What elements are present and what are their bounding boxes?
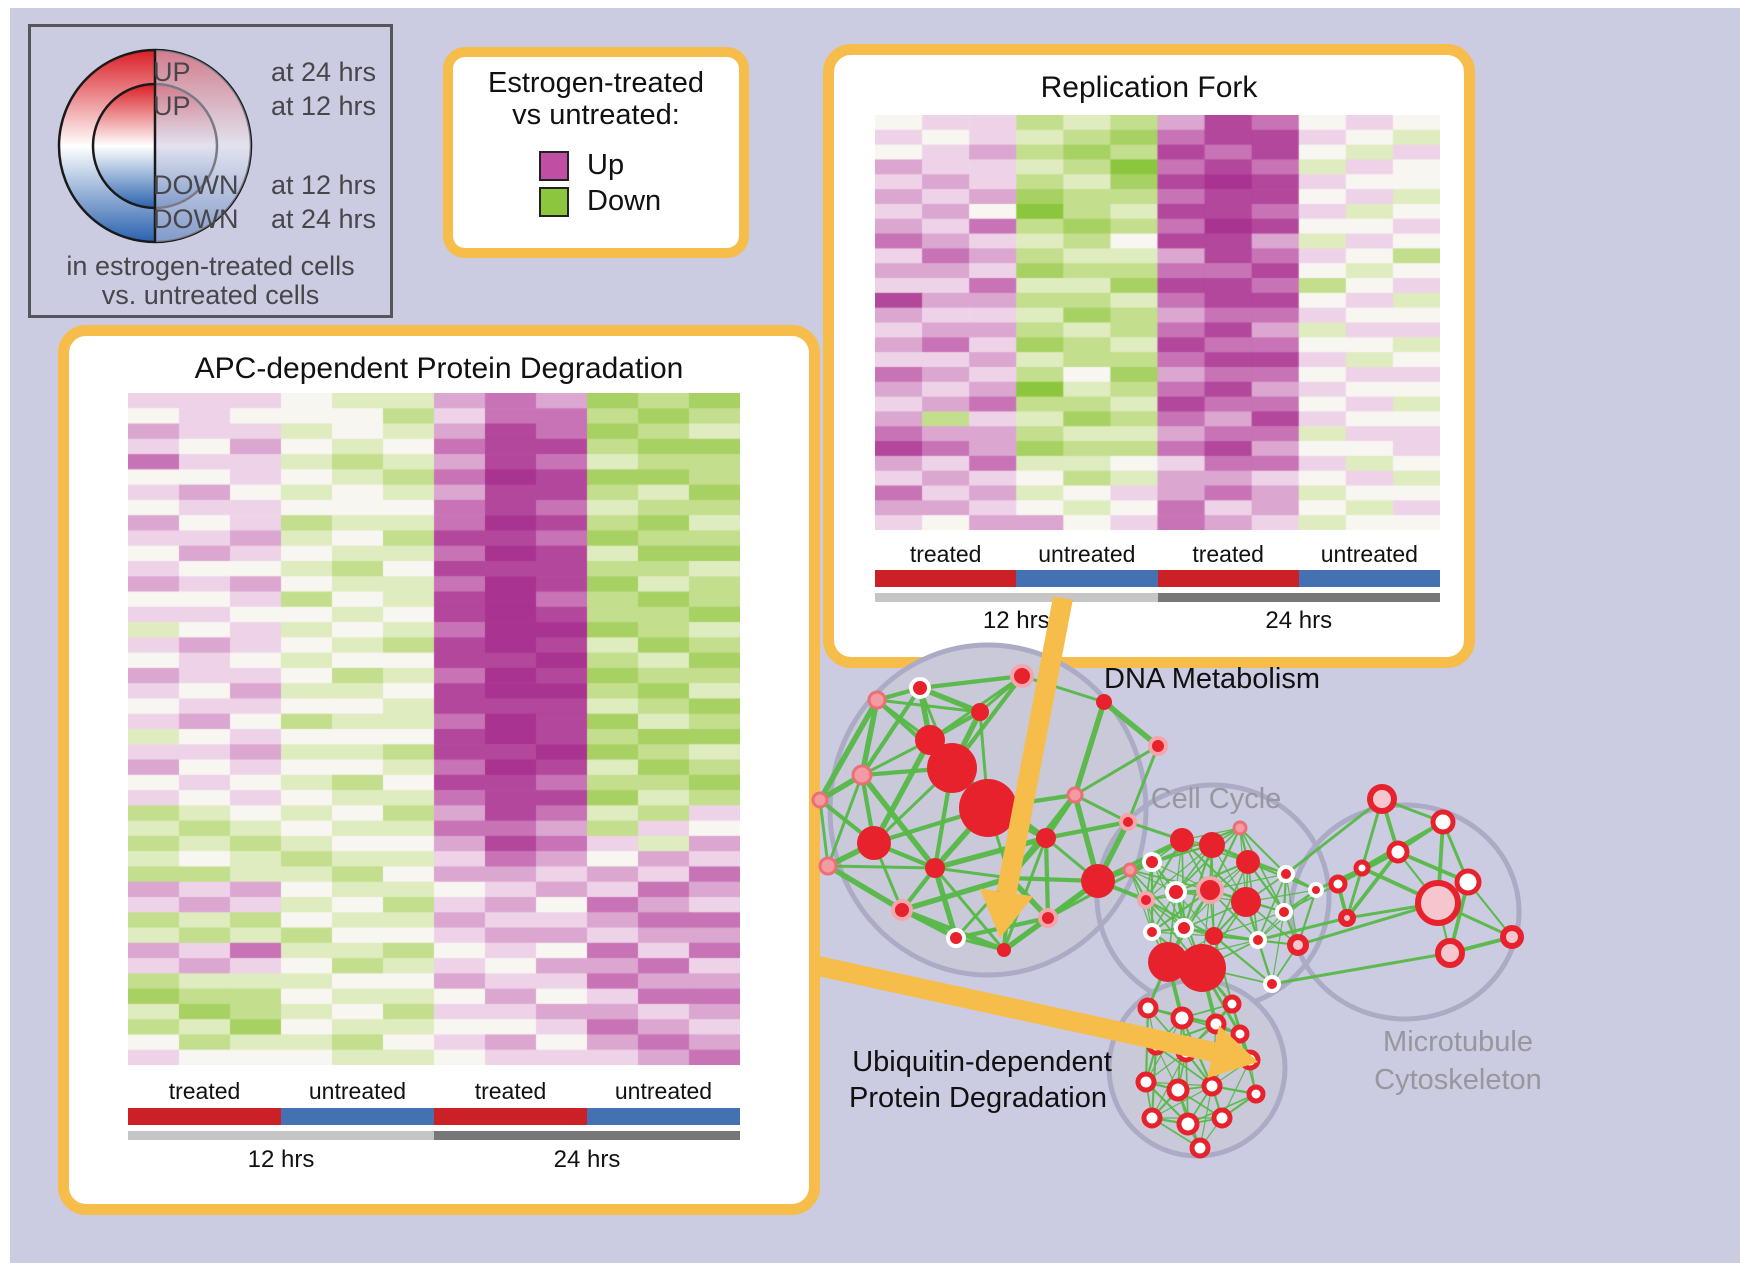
group-label: untreated (308, 1078, 407, 1104)
apc-box: APC-dependent Protein Degradation treate… (58, 325, 820, 1215)
updown-caption-line1: in estrogen-treated cells (66, 251, 355, 281)
updown-row-time: at 24 hrs (270, 204, 376, 234)
updown-row-dir: UP (153, 91, 191, 121)
group-label: untreated (614, 1078, 713, 1104)
time-label: 12 hrs (982, 607, 1050, 634)
group-label: treated (474, 1078, 547, 1104)
group-label: treated (1192, 541, 1264, 567)
replication-time-labels: 12 hrs 24 hrs (875, 607, 1440, 635)
replication-time-bar (875, 593, 1440, 602)
updown-row-dir: DOWN (153, 170, 239, 200)
updown-row-dir: UP (153, 57, 191, 87)
updown-ring-diagram (57, 48, 253, 244)
legend-item-down: Down (539, 185, 661, 218)
network-label: Cytoskeleton (1374, 1064, 1542, 1096)
group-label: untreated (1038, 541, 1136, 567)
apc-heatmap (128, 393, 740, 1065)
replication-fork-box: Replication Fork treated untreated treat… (823, 44, 1475, 668)
network-label: Microtubule (1383, 1026, 1533, 1058)
time-label: 24 hrs (1265, 607, 1333, 634)
replication-group-labels: treated untreated treated untreated (875, 541, 1440, 568)
up-color-swatch (539, 150, 569, 181)
network-label: Cell Cycle (1150, 783, 1282, 815)
updown-row-time: at 12 hrs (270, 170, 376, 200)
apc-time-labels: 12 hrs 24 hrs (128, 1146, 740, 1174)
apc-treatment-bar (128, 1108, 740, 1125)
down-label: Down (587, 185, 662, 217)
updown-row-dir: DOWN (153, 204, 239, 234)
updown-row-time: at 12 hrs (270, 91, 376, 121)
up-label: Up (587, 149, 625, 181)
down-color-swatch (539, 186, 569, 217)
network-label: DNA Metabolism (1104, 663, 1320, 695)
time-label: 12 hrs (247, 1146, 315, 1173)
group-label: treated (168, 1078, 241, 1104)
replication-fork-heatmap (875, 115, 1440, 530)
apc-title: APC-dependent Protein Degradation (194, 352, 684, 385)
network-label: Ubiquitin-dependent (852, 1046, 1112, 1078)
estrogen-color-legend: Estrogen-treated vs untreated: Up Down (443, 47, 749, 258)
replication-fork-title: Replication Fork (1040, 71, 1258, 104)
updown-caption-line2: vs. untreated cells (101, 280, 320, 310)
group-label: treated (909, 541, 982, 567)
apc-group-labels: treated untreated treated untreated (128, 1078, 740, 1105)
estrogen-legend-title-line2: vs untreated: (512, 99, 680, 131)
time-label: 24 hrs (553, 1146, 621, 1173)
faded-right-half (155, 50, 251, 242)
estrogen-legend-title-line1: Estrogen-treated (487, 67, 704, 99)
updown-ring-legend: UP at 24 hrs UP at 12 hrs DOWN at 12 hrs… (28, 24, 393, 318)
network-label: Protein Degradation (849, 1082, 1107, 1114)
legend-item-up: Up (539, 149, 624, 182)
apc-time-bar (128, 1131, 740, 1140)
group-label: untreated (1320, 541, 1418, 567)
updown-row-time: at 24 hrs (270, 57, 376, 87)
replication-treatment-bar (875, 570, 1440, 587)
